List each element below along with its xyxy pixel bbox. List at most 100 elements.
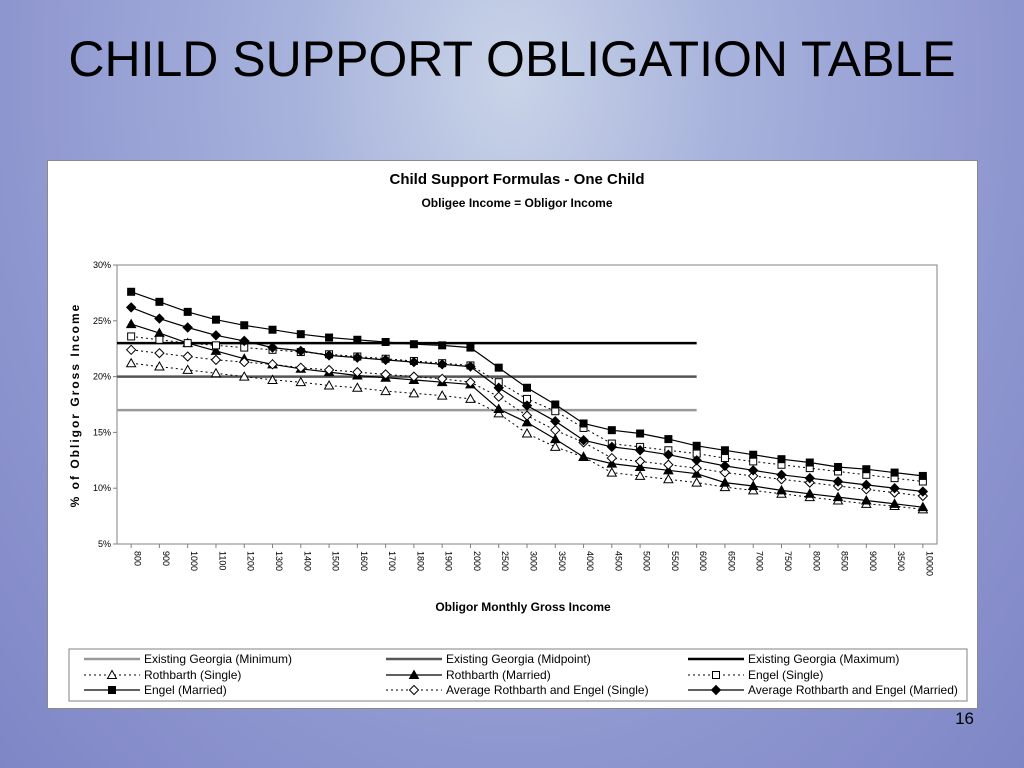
data-point bbox=[267, 374, 278, 384]
data-point bbox=[493, 403, 505, 413]
data-point bbox=[578, 435, 589, 446]
x-tick-label: 3500 bbox=[557, 551, 567, 571]
data-point bbox=[125, 357, 137, 368]
y-tick-label: 20% bbox=[93, 372, 111, 382]
legend-item: Existing Georgia (Minimum) bbox=[84, 652, 292, 666]
x-axis-label: Obligor Monthly Gross Income bbox=[435, 600, 611, 614]
data-point bbox=[436, 390, 448, 400]
data-point bbox=[860, 494, 872, 505]
x-tick-label: 1100 bbox=[217, 551, 227, 570]
x-tick-label: 10000 bbox=[924, 551, 934, 576]
y-tick-label: 15% bbox=[93, 427, 111, 437]
x-tick-label: 800 bbox=[133, 551, 143, 566]
data-point bbox=[579, 419, 588, 428]
x-tick-label: 6500 bbox=[726, 551, 736, 571]
legend-label: Existing Georgia (Midpoint) bbox=[446, 652, 591, 666]
data-point bbox=[691, 477, 703, 487]
data-point bbox=[634, 445, 646, 456]
data-point bbox=[154, 313, 165, 324]
data-point bbox=[692, 441, 701, 450]
data-point bbox=[720, 446, 729, 455]
data-point bbox=[238, 371, 250, 381]
data-point bbox=[634, 456, 646, 467]
x-tick-label: 1700 bbox=[387, 551, 397, 571]
data-point bbox=[155, 297, 164, 306]
data-point bbox=[776, 469, 787, 481]
x-tick-label: 1900 bbox=[444, 551, 454, 571]
chart-subtitle: Obligee Income = Obligor Income bbox=[421, 196, 612, 210]
x-tick-label: 1200 bbox=[246, 551, 256, 571]
legend-label: Engel (Single) bbox=[748, 668, 823, 682]
data-point bbox=[494, 363, 503, 372]
data-point bbox=[155, 335, 164, 344]
data-point bbox=[551, 407, 560, 416]
data-point bbox=[466, 343, 475, 352]
data-point bbox=[408, 669, 420, 679]
data-point bbox=[917, 486, 929, 497]
data-point bbox=[710, 684, 722, 696]
data-point bbox=[436, 373, 448, 385]
data-point bbox=[749, 450, 758, 459]
x-tick-label: 1500 bbox=[331, 551, 341, 571]
data-point bbox=[832, 491, 844, 502]
data-point bbox=[323, 380, 335, 390]
data-point bbox=[832, 476, 844, 487]
data-point bbox=[712, 671, 720, 679]
data-point bbox=[210, 354, 222, 366]
data-point bbox=[127, 287, 136, 296]
data-point bbox=[182, 322, 193, 333]
data-point bbox=[436, 359, 448, 370]
data-point bbox=[634, 470, 646, 480]
data-point bbox=[549, 441, 561, 451]
legend-label: Engel (Married) bbox=[144, 683, 227, 697]
data-point bbox=[240, 321, 249, 330]
legend-item: Average Rothbarth and Engel (Single) bbox=[386, 683, 649, 697]
data-point bbox=[353, 335, 362, 344]
data-point bbox=[777, 455, 786, 464]
data-point bbox=[381, 338, 390, 347]
data-point bbox=[890, 468, 899, 477]
data-point bbox=[918, 471, 927, 480]
data-point bbox=[268, 325, 277, 334]
data-point bbox=[295, 345, 307, 357]
data-point bbox=[521, 427, 533, 438]
data-point bbox=[550, 424, 561, 436]
data-point bbox=[409, 340, 418, 349]
legend-label: Existing Georgia (Maximum) bbox=[748, 652, 899, 666]
data-point bbox=[747, 470, 759, 482]
legend-item: Average Rothbarth and Engel (Married) bbox=[688, 683, 958, 697]
data-point bbox=[267, 342, 278, 353]
data-point bbox=[663, 473, 674, 484]
data-point bbox=[664, 435, 673, 444]
legend-item: Existing Georgia (Maximum) bbox=[688, 652, 899, 666]
legend-item: Rothbarth (Married) bbox=[386, 668, 551, 682]
data-point bbox=[747, 465, 759, 476]
x-tick-label: 3000 bbox=[529, 551, 539, 571]
data-point bbox=[606, 467, 618, 477]
legend-label: Average Rothbarth and Engel (Married) bbox=[748, 683, 958, 697]
data-point bbox=[606, 452, 618, 464]
data-point bbox=[182, 351, 193, 362]
data-point bbox=[805, 458, 814, 467]
data-point bbox=[296, 330, 305, 339]
data-point bbox=[493, 391, 504, 402]
data-point bbox=[719, 467, 731, 478]
data-point bbox=[719, 477, 731, 487]
x-tick-label: 5500 bbox=[670, 551, 680, 571]
x-tick-label: 1400 bbox=[302, 551, 312, 571]
data-point bbox=[804, 488, 816, 498]
x-tick-label: 8500 bbox=[840, 551, 850, 571]
x-tick-label: 1600 bbox=[359, 551, 369, 571]
slide-number: 16 bbox=[955, 709, 974, 728]
data-point bbox=[239, 335, 250, 347]
data-point bbox=[663, 449, 674, 460]
legend-item: Existing Georgia (Midpoint) bbox=[386, 652, 591, 666]
data-point bbox=[465, 393, 476, 403]
data-point bbox=[719, 460, 731, 472]
data-point bbox=[663, 459, 674, 470]
legend-box bbox=[68, 648, 968, 702]
data-point bbox=[154, 347, 165, 359]
x-tick-label: 1800 bbox=[415, 551, 425, 571]
x-tick-label: 3500 bbox=[896, 551, 906, 571]
data-point bbox=[408, 356, 420, 368]
